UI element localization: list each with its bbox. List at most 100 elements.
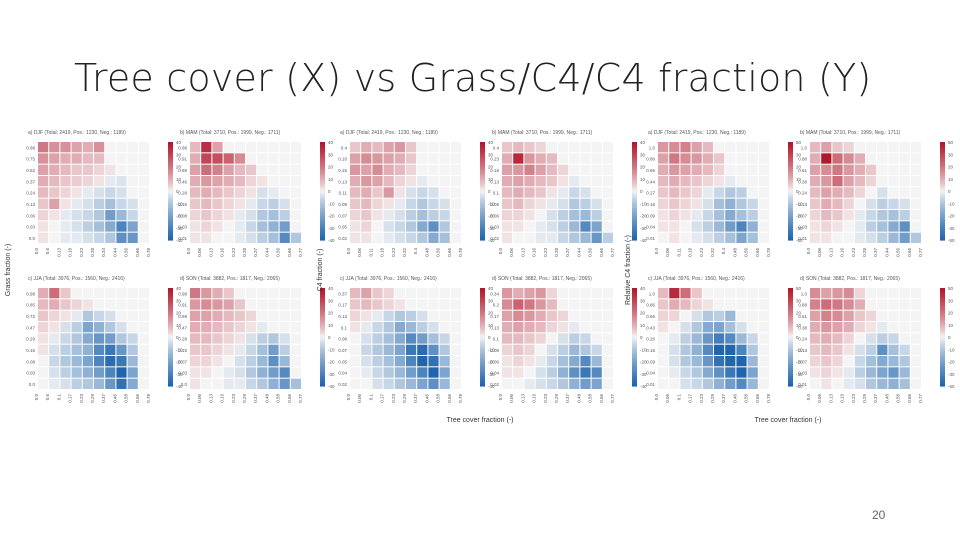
colorbar-segment [168,146,173,150]
colorbar-segment [168,356,173,360]
heatmap-cell [546,367,557,378]
heatmap-cell [350,310,361,321]
y-tick-label: 0.47 [26,325,35,330]
x-tick-label: 0.58 [436,394,441,403]
heatmap-cell [127,356,138,367]
heatmap-cell [116,210,127,221]
colorbar-segment [320,317,325,321]
colorbar-segment [632,193,637,197]
colorbar-segment [788,337,793,341]
x-tick-label: 0.48 [884,394,889,403]
heatmap-cell [535,210,546,221]
colorbar-segment [940,195,945,199]
colorbar-tick-label: -10 [488,201,495,206]
colorbar-segment [168,337,173,341]
heatmap-cell [725,344,736,355]
colorbar-segment [480,176,485,180]
heatmap-cell [714,198,725,209]
colorbar-segment [480,227,485,231]
heatmap-cell [758,198,769,209]
colorbar-segment [632,361,637,365]
heatmap-cell [524,288,535,299]
heatmap-cell [758,164,769,175]
x-tick-label: 0.58 [896,394,901,403]
colorbar-segment [788,361,793,365]
heatmap-cell [502,153,513,164]
heatmap-cell [105,176,116,187]
colorbar-segment [480,361,485,365]
heatmap-cell [190,288,201,299]
colorbar-segment [940,366,945,370]
heatmap-cell [888,221,899,232]
heatmap-cell [513,378,524,389]
colorbar-segment [788,310,793,314]
heatmap-cell [417,187,428,198]
y-tick-label: 0.07 [338,213,347,218]
heatmap-cell [105,378,116,389]
colorbar-segment [940,215,945,219]
heatmap-cell [580,322,591,333]
heatmap-cell [428,344,439,355]
heatmap-cell [832,367,843,378]
colorbar-segment [168,305,173,309]
x-tick-label: 0.78 [146,248,151,257]
heatmap-cell [899,378,910,389]
heatmap-cell [747,288,758,299]
heatmap-cell [246,299,257,310]
heatmap-cell [591,164,602,175]
y-tick-label: 0.02 [490,382,499,387]
heatmap-cell [279,288,290,299]
heatmap-cell [417,356,428,367]
colorbar-segment [320,297,325,301]
colorbar-segment [788,378,793,382]
heatmap-cell [234,356,245,367]
colorbar-segment [168,366,173,370]
colorbar-segment [168,142,173,146]
x-tick-label: 0.11 [368,248,373,257]
x-tick-label: 0.58 [744,394,749,403]
colorbar-segment [788,156,793,160]
heatmap-cell [888,299,899,310]
heatmap-cell [854,322,865,333]
heatmap-cell [591,310,602,321]
heatmap-cell [513,232,524,243]
heatmap-cell [201,299,212,310]
heatmap-cell [94,198,105,209]
heatmap-cell [361,344,372,355]
colorbar-segment [320,295,325,299]
heatmap-cell [602,232,613,243]
heatmap-cell [439,344,450,355]
heatmap-cell [116,333,127,344]
heatmap-cell [832,210,843,221]
heatmap-cell [524,187,535,198]
colorbar-segment [480,332,485,336]
heatmap-cell [821,367,832,378]
heatmap-cell [383,288,394,299]
colorbar-segment [320,156,325,160]
heatmap-cell [747,378,758,389]
heatmap-cell [223,356,234,367]
colorbar-segment [940,322,945,326]
heatmap-cell [736,299,747,310]
heatmap-cell [888,232,899,243]
colorbar-segment [788,166,793,170]
heatmap-cell [513,176,524,187]
heatmap-cell [406,310,417,321]
heatmap-cell [290,299,301,310]
colorbar-tick-label: -30 [640,226,647,231]
colorbar-segment [632,344,637,348]
x-tick-label: 0.4 [721,248,726,255]
x-tick-label: 0.29 [90,394,95,403]
x-tick-label: 0.66 [599,394,604,403]
colorbar-segment [632,198,637,202]
colorbar-segment [940,176,945,180]
colorbar-tick-label: -50 [796,384,803,389]
heatmap-cell [725,299,736,310]
heatmap-cell [658,288,669,299]
heatmap-cell [569,210,580,221]
heatmap-cell [691,142,702,153]
y-tick-label: 0.66 [646,168,655,173]
heatmap-cell [810,333,821,344]
heatmap-cell [602,344,613,355]
heatmap-cell [257,221,268,232]
